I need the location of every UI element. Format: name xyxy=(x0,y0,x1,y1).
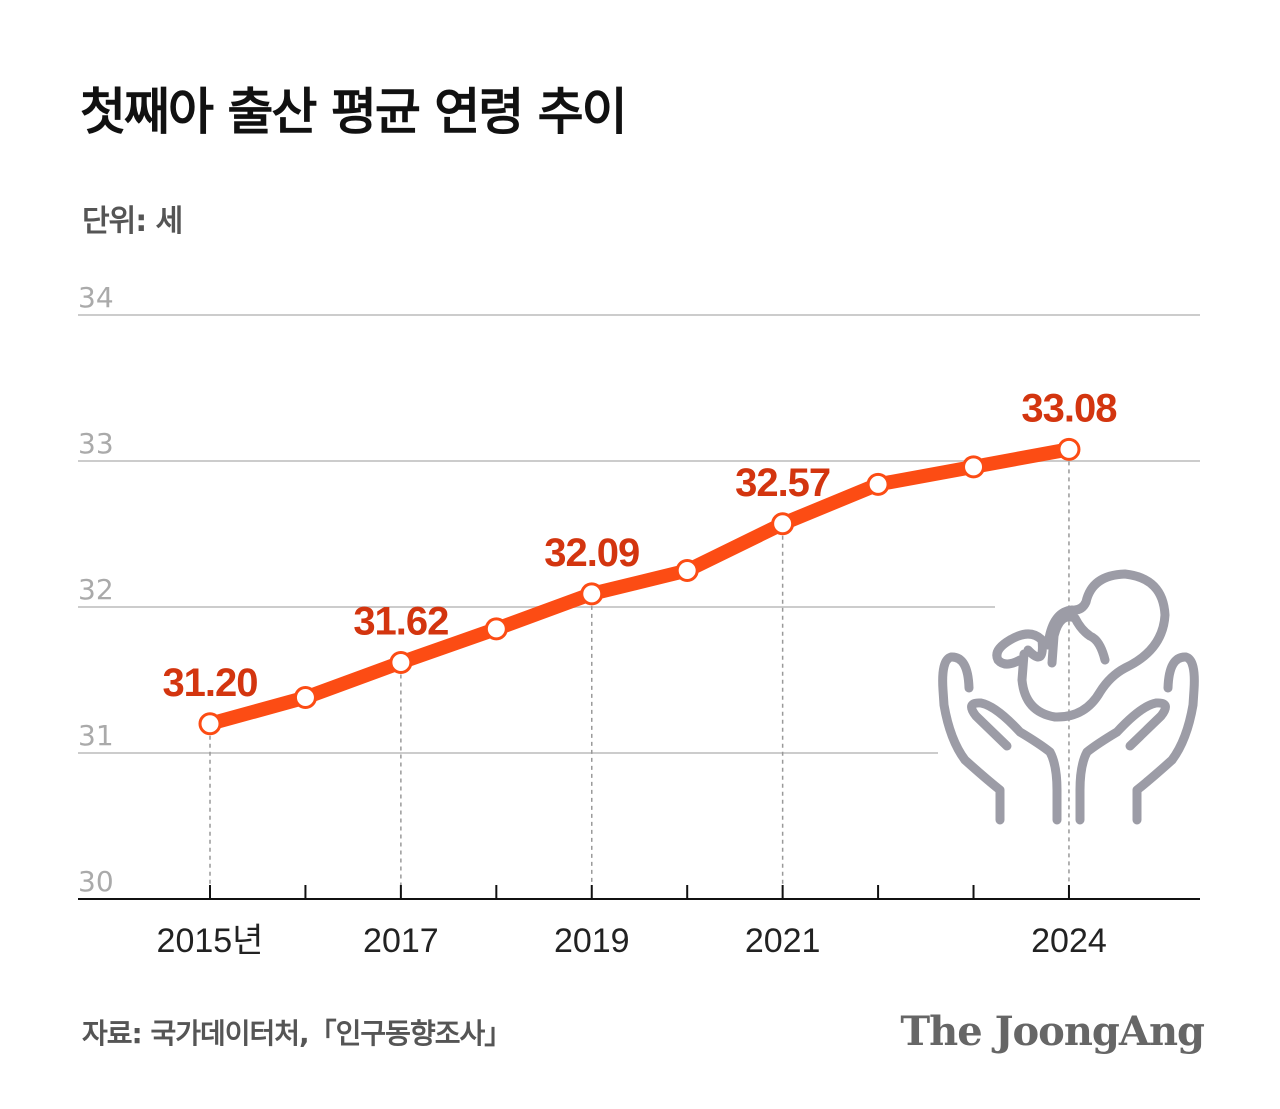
data-label: 31.20 xyxy=(162,661,257,705)
data-label: 31.62 xyxy=(353,599,448,643)
publisher-logo: The JoongAng xyxy=(900,1008,1205,1055)
data-label: 33.08 xyxy=(1021,386,1117,430)
series-line xyxy=(208,442,1071,731)
x-tick-label: 2019 xyxy=(554,922,630,960)
data-point xyxy=(484,617,508,641)
data-label: 32.57 xyxy=(735,461,830,505)
data-label: 32.09 xyxy=(544,531,639,575)
chart-title: 첫째아 출산 평균 연령 추이 xyxy=(80,83,628,141)
y-tick-label: 32 xyxy=(78,573,114,606)
y-tick-label: 33 xyxy=(78,427,114,460)
x-tick-label: 2015년 xyxy=(157,922,264,960)
baby-hands-icon xyxy=(938,569,1199,825)
data-point xyxy=(866,472,890,496)
data-point xyxy=(1057,437,1081,461)
source-note: 자료: 국가데이터처,「인구동향조사」 xyxy=(82,1017,512,1050)
x-tick-label: 2021 xyxy=(745,922,821,960)
data-point xyxy=(580,582,604,606)
data-point xyxy=(198,712,222,736)
data-point xyxy=(293,686,317,710)
data-point xyxy=(771,512,795,536)
x-tick-label: 2024 xyxy=(1031,922,1107,960)
y-tick-label: 30 xyxy=(78,865,114,898)
data-point xyxy=(675,559,699,582)
x-tick-label: 2017 xyxy=(363,922,439,960)
data-point xyxy=(962,455,986,479)
y-tick-label: 31 xyxy=(78,719,114,752)
y-tick-label: 34 xyxy=(78,281,114,314)
unit-label: 단위: 세 xyxy=(82,204,183,239)
data-point xyxy=(389,650,413,674)
